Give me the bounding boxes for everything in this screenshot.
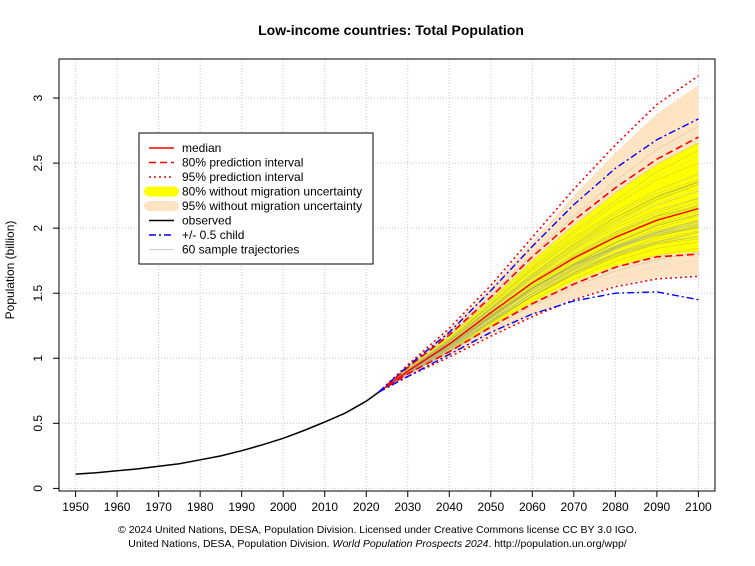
legend-label: observed — [182, 214, 231, 228]
sample-trajectory — [378, 224, 699, 393]
80-prediction-interval-line — [378, 253, 699, 393]
legend-label: 95% without migration uncertainty — [182, 199, 362, 213]
series-lines — [75, 75, 699, 475]
legend-label: 60 sample trajectories — [182, 243, 299, 257]
95-prediction-interval-line — [378, 75, 699, 393]
x-tick-label: 2020 — [353, 500, 380, 514]
x-tick-label: 1960 — [104, 500, 131, 514]
sample-trajectory — [378, 174, 699, 393]
population-chart: Low-income countries: Total Population P… — [3, 22, 716, 514]
y-tick-label: 1 — [31, 355, 45, 362]
x-tick-label: 2040 — [436, 500, 463, 514]
sample-trajectory — [378, 230, 699, 393]
legend-label: median — [182, 141, 221, 155]
source-suffix: . http://population.un.org/wpp/ — [488, 538, 627, 550]
legend-label: 80% prediction interval — [182, 156, 303, 170]
source-title: World Population Prospects 2024 — [332, 538, 489, 550]
x-tick-label: 2060 — [519, 500, 546, 514]
legend-label: 80% without migration uncertainty — [182, 185, 362, 199]
legend-label: +/- 0.5 child — [182, 228, 244, 242]
sample-trajectories — [378, 126, 699, 393]
x-tick-label: 2070 — [560, 500, 587, 514]
95-prediction-interval-line — [378, 275, 699, 393]
x-tick-label: 2010 — [311, 500, 338, 514]
sample-trajectory — [378, 231, 699, 393]
80-prediction-interval-line — [378, 136, 699, 393]
y-tick-label: 0.5 — [31, 415, 45, 432]
plot-frame — [58, 58, 716, 492]
x-tick-label: 2100 — [685, 500, 712, 514]
band-95-without-migration — [378, 85, 699, 393]
x-tick-label: 2030 — [394, 500, 421, 514]
x-tick-label: 2080 — [602, 500, 629, 514]
axes: 1950 1960 1970 1980 1990 2000 2010 2020 2030 2040… — [31, 58, 716, 514]
legend-label: 95% prediction interval — [182, 170, 303, 184]
y-axis-label: Population (billion) — [3, 221, 17, 320]
source-caption: United Nations, DESA, Population Divisio… — [0, 538, 755, 550]
legend-box — [138, 132, 374, 265]
-0-5-child-line — [378, 118, 699, 393]
y-tick-label: 2 — [31, 225, 45, 232]
y-tick-label: 0 — [31, 485, 45, 492]
chart-title: Low-income countries: Total Population — [258, 22, 524, 38]
sample-trajectory — [378, 155, 699, 393]
y-tick-label: 3 — [31, 94, 45, 101]
sample-trajectory — [378, 219, 699, 393]
y-tick-label: 1.5 — [31, 285, 45, 302]
x-tick-label: 1980 — [187, 500, 214, 514]
source-prefix: United Nations, DESA, Population Divisio… — [128, 538, 333, 550]
observed-line — [75, 391, 380, 475]
x-tick-label: 1990 — [228, 500, 255, 514]
x-tick-label: 2090 — [644, 500, 671, 514]
x-tick-label: 1970 — [145, 500, 172, 514]
median-line — [378, 207, 699, 393]
sample-trajectory — [378, 173, 699, 393]
sample-trajectory — [378, 179, 699, 393]
x-tick-label: 2050 — [477, 500, 504, 514]
y-tick-label: 2.5 — [31, 154, 45, 171]
-0-5-child-line — [378, 291, 699, 393]
copyright-caption: © 2024 United Nations, DESA, Population … — [118, 524, 637, 536]
uncertainty-bands — [378, 85, 699, 393]
x-tick-label: 1950 — [62, 500, 89, 514]
x-tick-label: 2000 — [270, 500, 297, 514]
